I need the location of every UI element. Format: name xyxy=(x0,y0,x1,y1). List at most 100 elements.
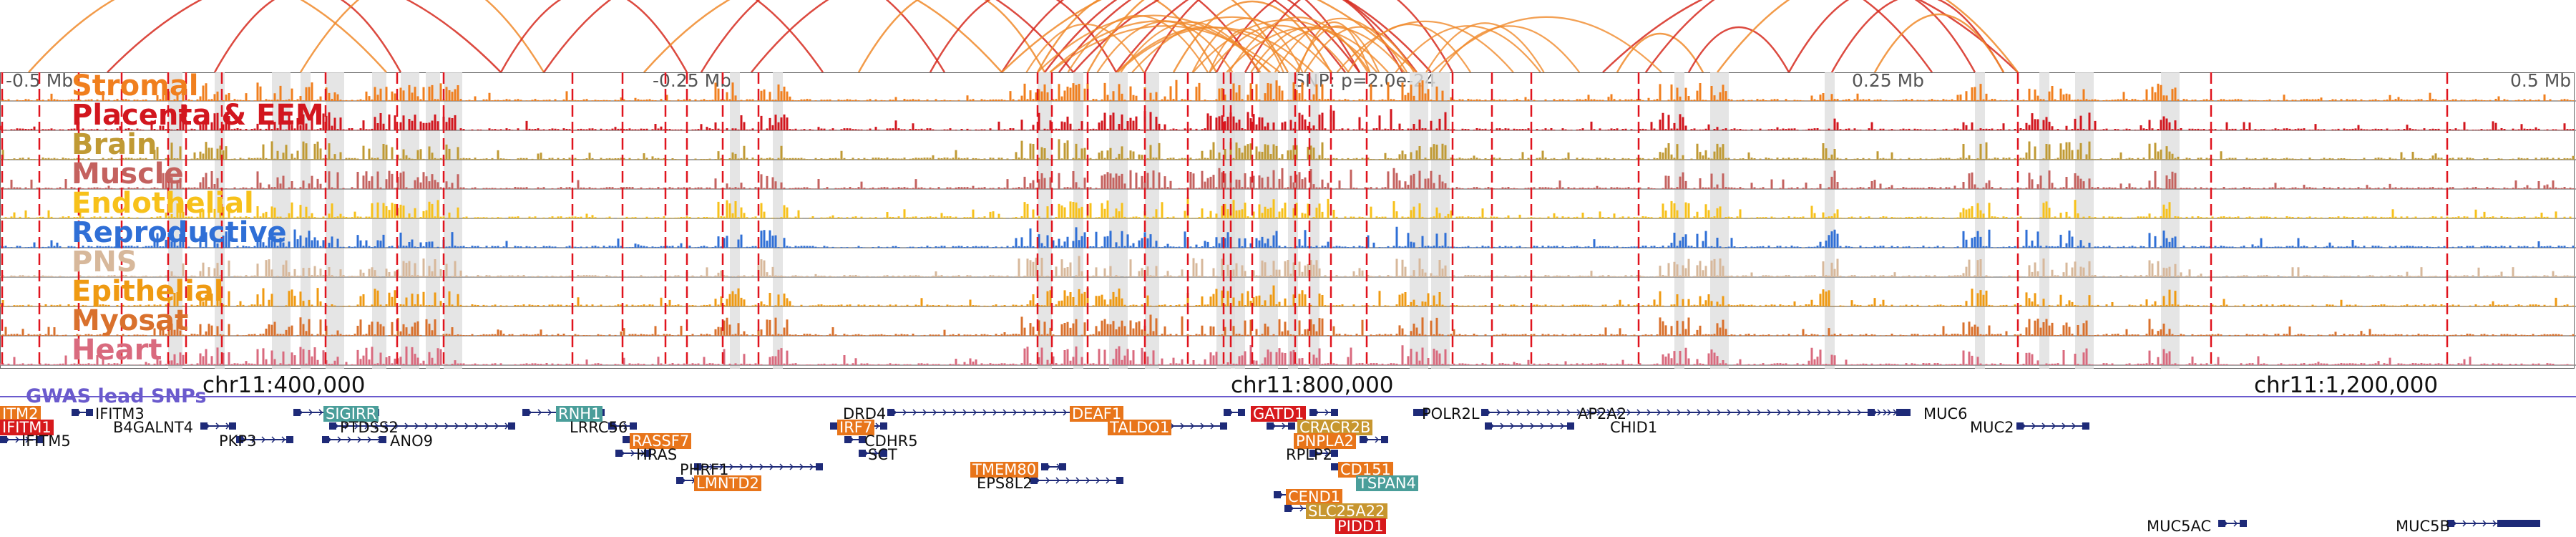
gene-muc5b[interactable]: MUC5B xyxy=(2396,518,2450,535)
gene-ap2a2[interactable]: AP2A2 xyxy=(1578,405,1627,422)
strand-arrow xyxy=(374,422,379,430)
gene-eps8l2[interactable]: EPS8L2 xyxy=(977,475,1033,492)
strand-arrow xyxy=(739,463,744,470)
strand-arrow xyxy=(1747,409,1752,416)
shaded-region xyxy=(2075,72,2094,369)
gene-phrf1[interactable]: PHRF1 xyxy=(680,461,729,478)
strand-arrow xyxy=(414,422,419,430)
strand-arrow xyxy=(1530,422,1535,430)
gene-ano9[interactable]: ANO9 xyxy=(390,432,433,450)
gene-b4galnt4[interactable]: B4GALNT4 xyxy=(113,419,194,436)
gene-sigirr[interactable]: SIGIRR xyxy=(323,406,379,422)
gene-muc2[interactable]: MUC2 xyxy=(1970,419,2014,436)
gene-cdhr5[interactable]: CDHR5 xyxy=(864,432,918,450)
strand-arrow xyxy=(384,422,389,430)
strand-arrow xyxy=(364,422,369,430)
gene-lmntd2[interactable]: LMNTD2 xyxy=(694,475,761,491)
gene-pkp3[interactable]: PKP3 xyxy=(219,432,257,450)
strand-arrow xyxy=(1560,422,1565,430)
gene-sct[interactable]: SCT xyxy=(868,446,897,463)
strand-arrow xyxy=(1857,409,1862,416)
track-label-myosat[interactable]: Myosat xyxy=(72,304,189,337)
strand-arrow xyxy=(547,409,552,416)
shaded-region xyxy=(444,72,462,369)
interaction-arc xyxy=(499,0,688,73)
strand-arrow xyxy=(1299,505,1304,512)
track-label-pns[interactable]: PNS xyxy=(72,246,137,279)
interaction-arc xyxy=(1830,0,2005,73)
shaded-region xyxy=(1073,72,1083,369)
gene-irf7[interactable]: IRF7 xyxy=(837,420,875,435)
strand-arrow xyxy=(1550,422,1555,430)
strand-arrow xyxy=(2041,422,2046,430)
gene-tmem80[interactable]: TMEM80 xyxy=(970,462,1039,478)
gene-hras[interactable]: HRAS xyxy=(636,446,678,463)
strand-arrow xyxy=(1526,409,1531,416)
track-label-heart[interactable]: Heart xyxy=(72,334,162,367)
gene-tspan4[interactable]: TSPAN4 xyxy=(1356,475,1418,491)
gene-exon xyxy=(1220,422,1227,430)
strand-arrow xyxy=(992,409,997,416)
gene-pidd1[interactable]: PIDD1 xyxy=(1335,518,1386,534)
gene-exon xyxy=(322,436,329,443)
strand-arrow xyxy=(1883,409,1888,416)
gene-itm2[interactable]: ITM2 xyxy=(0,406,41,422)
track-label-epithelial[interactable]: Epithelial xyxy=(72,275,224,308)
track-label-placenta-eem[interactable]: Placenta & EEM xyxy=(72,99,324,132)
interaction-arc xyxy=(1347,24,1472,73)
gene-ptdss2[interactable]: PTDSS2 xyxy=(340,419,399,436)
interaction-arc xyxy=(1172,0,1332,73)
gene-drd4[interactable]: DRD4 xyxy=(843,405,887,422)
gene-rplp2[interactable]: RPLP2 xyxy=(1286,446,1332,463)
interaction-arc xyxy=(1873,13,2005,73)
gene-polr2l[interactable]: POLR2L xyxy=(1422,405,1480,422)
gene-deaf1[interactable]: DEAF1 xyxy=(1070,406,1124,422)
gene-exon xyxy=(694,463,701,470)
gene-cd151[interactable]: CD151 xyxy=(1338,462,1393,478)
gene-slc25a22[interactable]: SLC25A22 xyxy=(1306,503,1387,519)
gene-exon xyxy=(86,409,93,416)
strand-arrow xyxy=(444,422,449,430)
gene-rnh1[interactable]: RNH1 xyxy=(556,406,603,422)
strand-arrow xyxy=(1697,409,1702,416)
gene-rassf7[interactable]: RASSF7 xyxy=(630,433,692,449)
gene-cracr2b[interactable]: CRACR2B xyxy=(1297,420,1373,435)
scale-label-0-25-mb: 0.25 Mb xyxy=(1852,70,1925,91)
track-label-endothelial[interactable]: Endothelial xyxy=(72,187,254,220)
strand-arrow xyxy=(2031,422,2036,430)
gene-ifitm1[interactable]: IFITM1 xyxy=(0,420,54,435)
gene-ifitm3[interactable]: IFITM3 xyxy=(95,405,145,422)
gene-pnpla2[interactable]: PNPLA2 xyxy=(1294,433,1356,449)
interaction-arc xyxy=(1438,25,1581,73)
track-label-reproductive[interactable]: Reproductive xyxy=(72,216,287,249)
strand-arrow xyxy=(1033,409,1038,416)
strand-arrow xyxy=(15,436,20,443)
gene-exon xyxy=(1381,436,1388,443)
gene-exon xyxy=(1309,409,1317,416)
gene-chid1[interactable]: CHID1 xyxy=(1610,419,1658,436)
gene-cend1[interactable]: CEND1 xyxy=(1286,489,1343,505)
gene-exon xyxy=(1224,409,1231,416)
strand-arrow xyxy=(1375,436,1380,443)
shaded-region xyxy=(1288,72,1298,369)
interaction-arc xyxy=(1431,16,1662,73)
strand-arrow xyxy=(1096,477,1101,484)
track-label-stromal[interactable]: Stromal xyxy=(72,69,199,102)
strand-arrow xyxy=(354,422,359,430)
scale-label-0-5-mb: 0.5 Mb xyxy=(2510,70,2572,91)
gene-muc6[interactable]: MUC6 xyxy=(1923,405,1968,422)
strand-arrow xyxy=(1787,409,1792,416)
gene-lrrc56[interactable]: LRRC56 xyxy=(570,419,628,436)
track-label-brain[interactable]: Brain xyxy=(72,128,157,161)
strand-arrow xyxy=(2492,520,2497,527)
gene-gatd1[interactable]: GATD1 xyxy=(1251,406,1307,422)
gene-ifitm5[interactable]: IFITM5 xyxy=(21,432,71,450)
gene-taldo1[interactable]: TALDO1 xyxy=(1108,420,1172,435)
strand-arrow xyxy=(630,450,635,457)
interaction-arc xyxy=(1425,22,1545,73)
interaction-arc xyxy=(1025,23,1145,73)
track-label-muscle[interactable]: Muscle xyxy=(72,158,184,190)
gene-muc5ac[interactable]: MUC5AC xyxy=(2147,518,2212,535)
strand-arrow xyxy=(1496,409,1501,416)
strand-arrow xyxy=(2482,520,2487,527)
